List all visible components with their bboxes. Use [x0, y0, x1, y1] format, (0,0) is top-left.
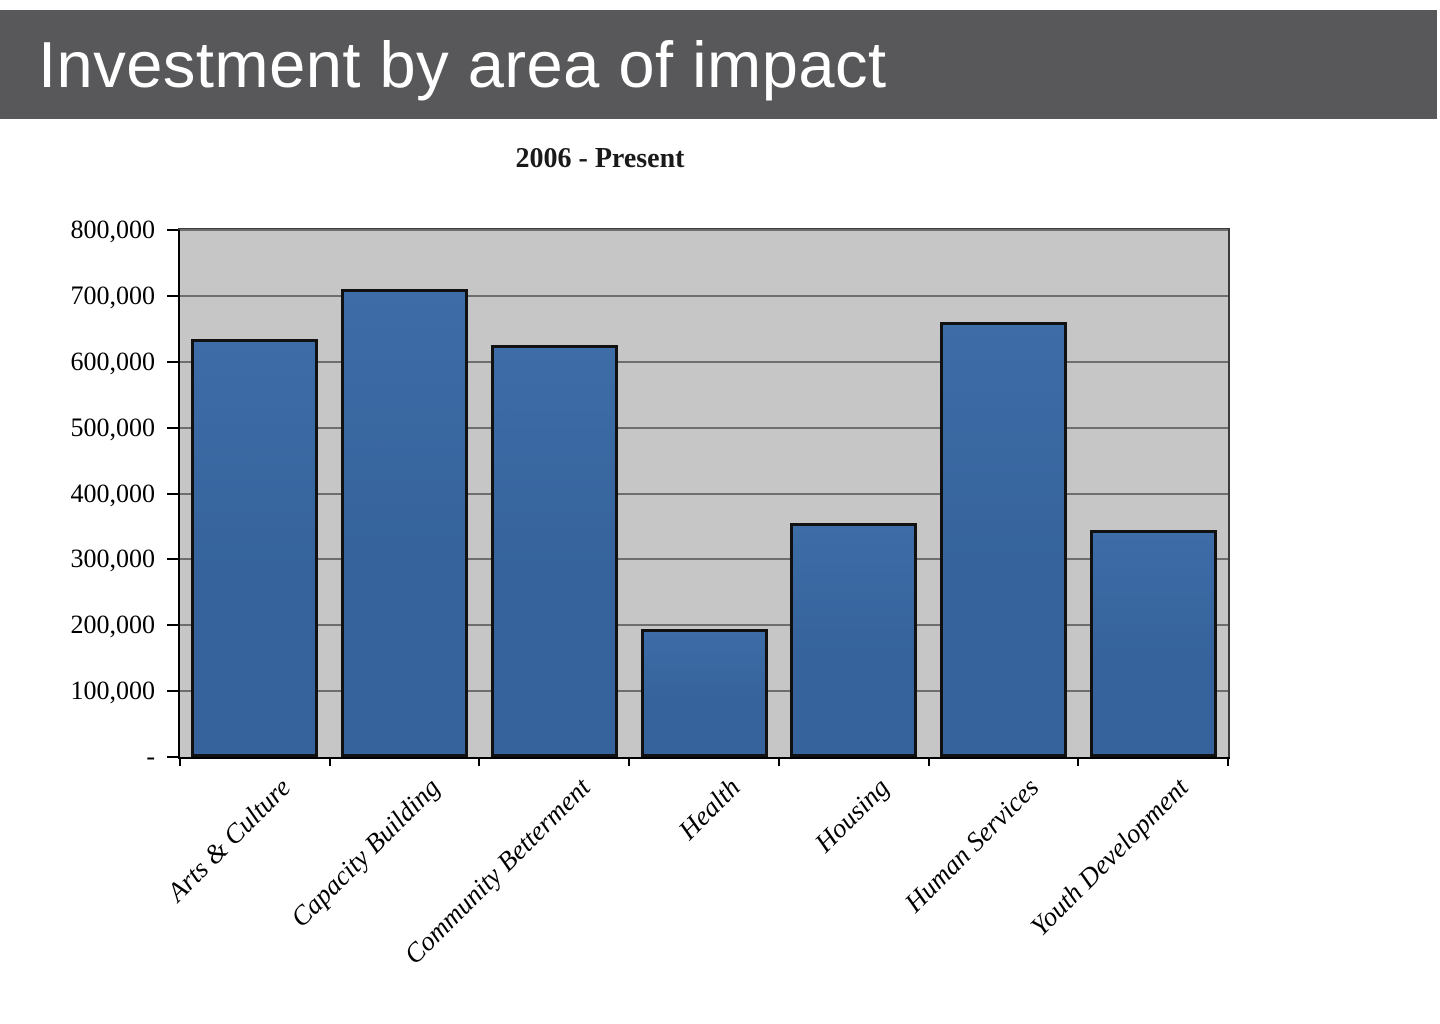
x-axis-label: Housing — [809, 772, 895, 858]
x-axis-tick — [328, 757, 331, 766]
y-axis-label: 800,000 — [70, 215, 156, 244]
bar-community-betterment — [490, 345, 618, 757]
x-axis-label: Health — [672, 772, 746, 846]
chart-title: 2006 - Present — [515, 143, 685, 174]
y-axis-tick — [167, 360, 178, 363]
y-axis-label: 600,000 — [70, 346, 156, 376]
y-axis-label: 400,000 — [70, 478, 156, 508]
bar-human-services — [939, 322, 1067, 757]
slide-header-banner: Investment by area of impact — [0, 10, 1437, 119]
gridline — [180, 294, 1228, 297]
x-axis-tick — [1227, 757, 1229, 766]
x-axis-line — [178, 757, 1230, 759]
x-axis-tick — [628, 757, 631, 766]
y-axis-tick — [167, 492, 178, 495]
x-axis-label: Capacity Building — [285, 772, 446, 933]
y-axis-label: 500,000 — [70, 412, 156, 442]
x-axis-tick — [777, 757, 780, 766]
gridline — [180, 426, 1228, 429]
y-axis-label: 100,000 — [70, 676, 156, 706]
y-axis-label: 300,000 — [70, 544, 156, 574]
y-axis-tick — [167, 558, 178, 561]
y-axis-tick — [167, 294, 178, 297]
y-axis-label: 200,000 — [70, 610, 156, 640]
x-axis-tick — [1077, 757, 1080, 766]
x-axis-tick — [927, 757, 930, 766]
bar-housing — [790, 523, 918, 757]
x-axis-tick — [179, 757, 181, 766]
x-axis-label: Youth Development — [1024, 772, 1195, 942]
gridline — [180, 558, 1228, 561]
gridline — [180, 492, 1228, 495]
x-axis-tick — [478, 757, 481, 766]
y-axis-tick — [167, 624, 178, 627]
bar-capacity-building — [341, 289, 469, 757]
bar-health — [640, 629, 768, 757]
plot-area — [178, 228, 1230, 759]
gridline — [180, 360, 1228, 363]
y-axis-label: - — [146, 742, 155, 771]
page-title: Investment by area of impact — [38, 28, 887, 101]
y-axis-line — [178, 230, 180, 759]
y-axis-tick — [167, 756, 178, 758]
x-axis-label: Human Services — [898, 772, 1045, 918]
bar-arts-culture — [191, 339, 319, 757]
y-axis-tick — [167, 690, 178, 693]
gridline — [180, 624, 1228, 627]
y-axis-tick — [167, 426, 178, 429]
gridline — [180, 229, 1228, 231]
y-axis-tick — [167, 229, 178, 231]
y-axis-label: 700,000 — [70, 280, 156, 310]
x-axis-label: Arts & Culture — [161, 772, 297, 908]
bar-youth-development — [1089, 530, 1217, 757]
